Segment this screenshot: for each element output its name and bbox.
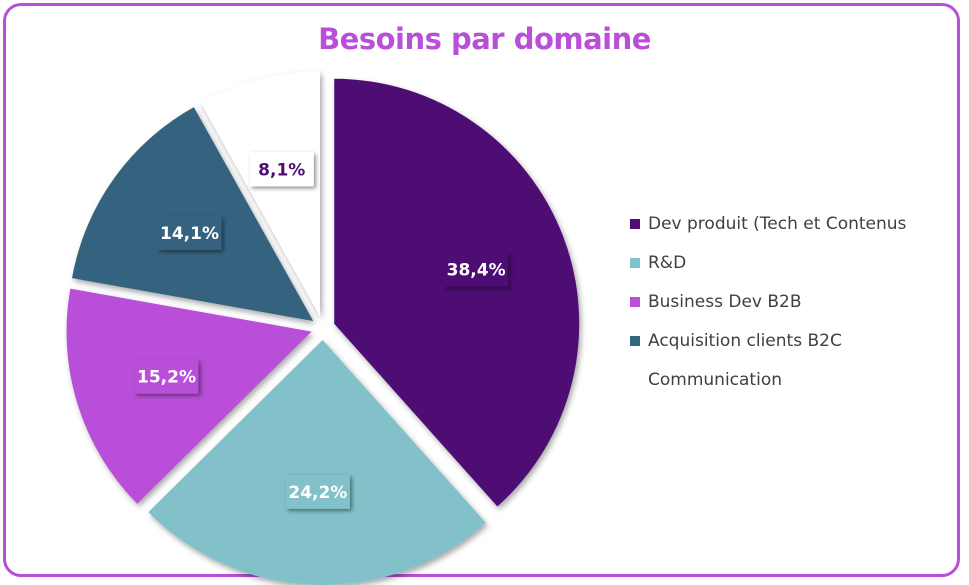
legend-item-3: Acquisition clients B2C [630,321,906,360]
pie-slice-1 [148,339,486,585]
legend-label-2: Business Dev B2B [648,291,802,312]
legend-label-3: Acquisition clients B2C [648,330,842,351]
data-label-1: 24,2% [288,483,347,503]
legend-swatch-1 [630,257,640,268]
chart-title: Besoins par domaine [318,22,651,56]
data-label-group-0: 38,4% [444,252,509,287]
pie-slice-3 [72,107,314,322]
data-label-box-4 [249,152,314,187]
chart-legend: Dev produit (Tech et Contenus R&D Business… [630,204,906,399]
data-label-box-2 [134,359,199,394]
data-label-box-0 [444,252,509,287]
data-label-0: 38,4% [447,261,506,281]
data-label-group-3: 14,1% [157,215,222,250]
data-label-group-4: 8,1% [249,152,314,187]
data-label-box-3 [157,215,222,250]
data-label-4: 8,1% [258,160,305,180]
data-label-2: 15,2% [137,368,196,388]
legend-label-1: R&D [648,252,687,273]
data-label-box-1 [285,474,350,509]
legend-label-4: Communication [648,369,782,390]
legend-swatch-0 [630,218,640,229]
pie-slice-4 [200,71,320,317]
legend-item-1: R&D [630,243,906,282]
pie-slice-0 [334,78,580,507]
legend-label-0: Dev produit (Tech et Contenus [648,213,907,234]
data-label-3: 14,1% [160,224,219,244]
legend-item-0: Dev produit (Tech et Contenus [630,204,906,243]
legend-swatch-3 [630,335,640,346]
data-label-group-2: 15,2% [134,359,199,394]
legend-item-4: Communication [630,360,906,399]
legend-swatch-2 [630,296,640,307]
pie-slice-2 [66,288,312,504]
data-label-group-1: 24,2% [285,474,350,509]
legend-item-2: Business Dev B2B [630,282,906,321]
legend-swatch-4 [630,374,640,385]
